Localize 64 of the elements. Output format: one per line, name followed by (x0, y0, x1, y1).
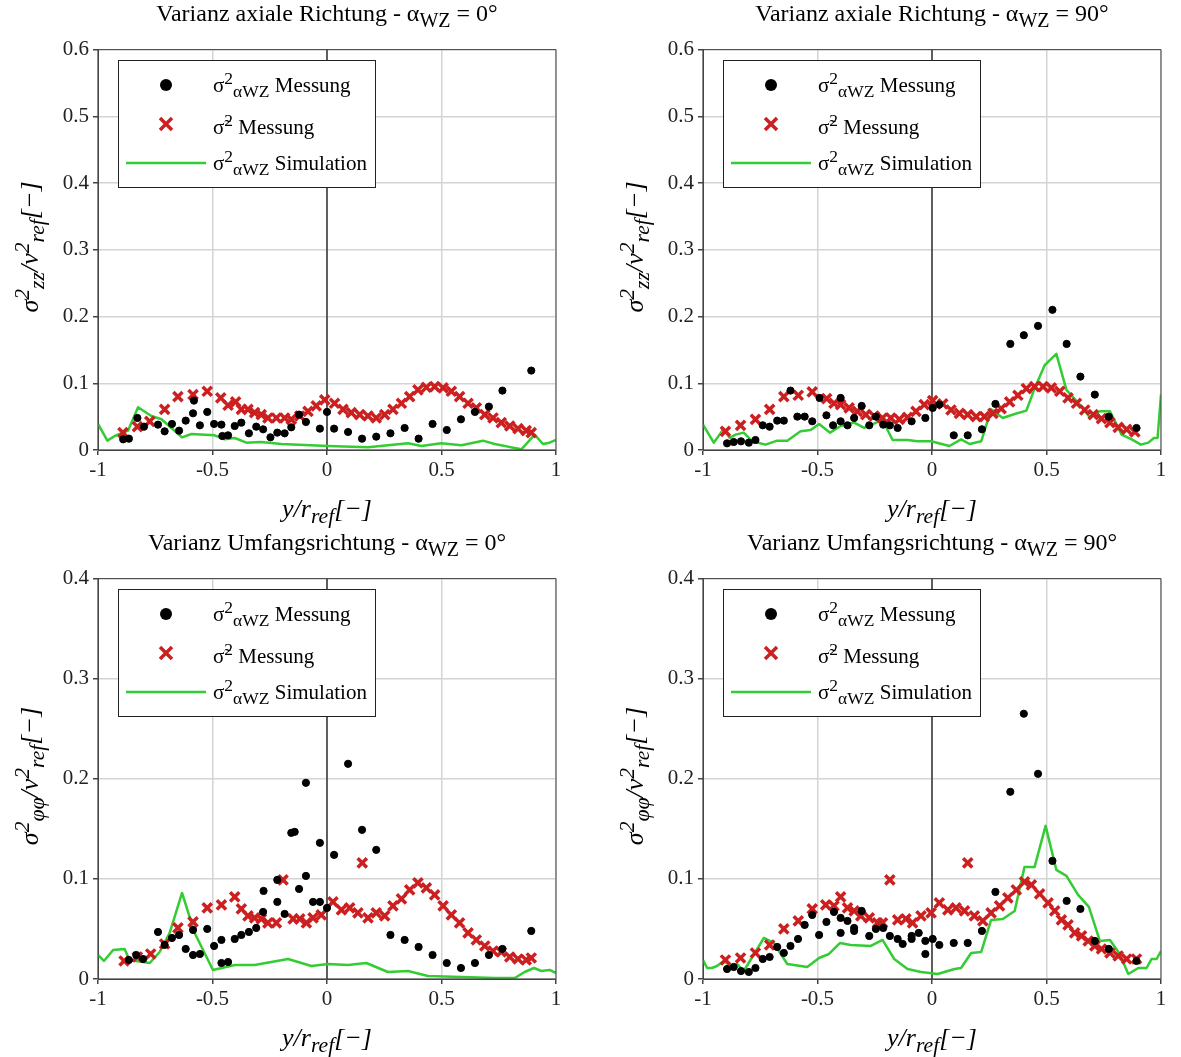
x-tick-label: 0 (926, 986, 938, 1011)
x-axis-title: y/r$_{ref}$[−] (282, 494, 372, 529)
y-tick-label: 0.1 (667, 369, 694, 394)
x-tick-label: 0 (321, 986, 333, 1011)
chart-title: Varianz axiale Richtung - α$_{WZ}$ = 0° (156, 0, 498, 32)
y-tick-label: 0.5 (62, 102, 89, 127)
x-tick-label: -0.5 (195, 986, 230, 1011)
x-tick-label: -0.5 (195, 457, 230, 482)
x-tick-label: -1 (694, 457, 712, 482)
y-tick-label: 0.4 (62, 565, 90, 590)
y-tick-label: 0.2 (667, 765, 694, 790)
legend-label: σ$^{2}$$_{αWZ}$ Messung (818, 596, 956, 633)
x-tick-label: 0 (926, 457, 938, 482)
x-tick-label: 1 (1155, 986, 1167, 1011)
y-tick-label: 0 (683, 965, 694, 990)
y-tick-label: 0 (78, 965, 89, 990)
y-tick-label: 0 (683, 436, 694, 461)
x-tick-label: 0.5 (428, 457, 455, 482)
legend-label: σ$^{2}$$_{αWZ}$ Simulation (818, 145, 972, 182)
legend-label: σ̃$^{2}$ Messung (213, 109, 315, 142)
x-tick-label: 0.5 (1033, 457, 1060, 482)
x-tick-label: 1 (1155, 457, 1167, 482)
y-tick-label: 0.1 (667, 865, 694, 890)
legend-label: σ$^{2}$$_{αWZ}$ Simulation (213, 145, 367, 182)
y-tick-label: 0.2 (667, 303, 694, 328)
y-tick-label: 0.4 (62, 169, 90, 194)
legend-label: σ$^{2}$$_{αWZ}$ Simulation (213, 674, 367, 711)
y-tick-label: 0.3 (667, 665, 694, 690)
x-axis-title: y/r$_{ref}$[−] (887, 494, 977, 529)
y-tick-label: 0.6 (667, 36, 694, 61)
y-tick-label: 0.4 (667, 565, 695, 590)
chart-title: Varianz Umfangsrichtung - α$_{WZ}$ = 0° (147, 529, 507, 561)
x-tick-label: 0.5 (1033, 986, 1060, 1011)
x-tick-label: 1 (550, 986, 562, 1011)
y-tick-label: 0.6 (62, 36, 89, 61)
x-tick-label: -1 (89, 986, 107, 1011)
y-tick-label: 0.1 (62, 865, 89, 890)
y-tick-label: 0.3 (667, 236, 694, 261)
x-tick-label: 1 (550, 457, 562, 482)
y-tick-label: 0 (78, 436, 89, 461)
x-tick-label: -1 (89, 457, 107, 482)
x-tick-label: -0.5 (800, 986, 835, 1011)
legend-label: σ$^{2}$$_{αWZ}$ Messung (213, 596, 351, 633)
y-tick-label: 0.5 (667, 102, 694, 127)
x-tick-label: -0.5 (800, 457, 835, 482)
x-tick-label: 0.5 (428, 986, 455, 1011)
legend-label: σ$^{2}$$_{αWZ}$ Simulation (818, 674, 972, 711)
y-tick-label: 0.1 (62, 369, 89, 394)
x-axis-title: y/r$_{ref}$[−] (887, 1023, 977, 1057)
legend-label: σ$^{2}$$_{αWZ}$ Messung (213, 67, 351, 104)
x-axis-title: y/r$_{ref}$[−] (282, 1023, 372, 1057)
y-tick-label: 0.2 (62, 765, 89, 790)
chart-title: Varianz Umfangsrichtung - α$_{WZ}$ = 90° (746, 529, 1118, 561)
legend-label: σ̃$^{2}$ Messung (818, 638, 920, 671)
x-tick-label: -1 (694, 986, 712, 1011)
legend-label: σ$^{2}$$_{αWZ}$ Messung (818, 67, 956, 104)
legend-label: σ̃$^{2}$ Messung (818, 109, 920, 142)
y-tick-label: 0.3 (62, 236, 89, 261)
chart-title: Varianz axiale Richtung - α$_{WZ}$ = 90° (755, 0, 1109, 32)
legend-label: σ̃$^{2}$ Messung (213, 638, 315, 671)
y-tick-label: 0.4 (667, 169, 695, 194)
x-tick-label: 0 (321, 457, 333, 482)
y-tick-label: 0.3 (62, 665, 89, 690)
y-tick-label: 0.2 (62, 303, 89, 328)
